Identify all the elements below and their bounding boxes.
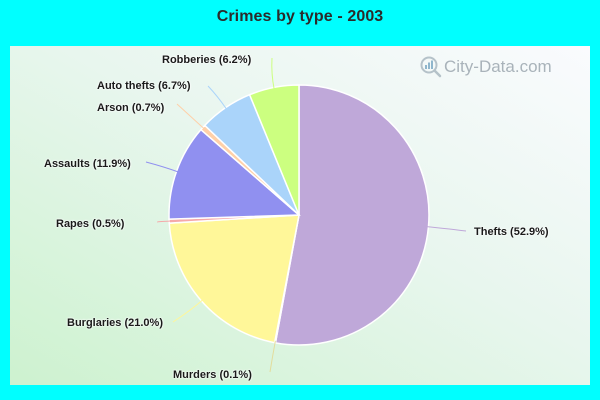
magnifier-chart-icon	[420, 56, 442, 78]
leader-line	[145, 161, 179, 173]
label-thefts: Thefts (52.9%)	[474, 226, 549, 238]
leader-line	[271, 57, 275, 90]
label-murders: Murders (0.1%)	[173, 369, 252, 381]
label-rapes: Rapes (0.5%)	[56, 218, 125, 230]
chart-title: Crimes by type - 2003	[216, 8, 384, 25]
label-robberies: Robberies (6.2%)	[162, 54, 252, 66]
city-data-watermark: City-Data.com	[420, 56, 552, 78]
leader-line	[207, 85, 228, 110]
leader-line	[269, 340, 276, 373]
label-auto-thefts: Auto thefts (6.7%)	[97, 80, 191, 92]
leader-line	[176, 103, 205, 130]
label-arson: Arson (0.7%)	[97, 102, 165, 114]
leader-lines	[145, 57, 467, 373]
label-burglaries: Burglaries (21.0%)	[67, 317, 163, 329]
watermark-text: City-Data.com	[444, 57, 552, 76]
pie-slices	[168, 84, 430, 346]
leader-line	[172, 299, 204, 323]
leader-line	[157, 220, 172, 223]
label-assaults: Assaults (11.9%)	[44, 158, 131, 170]
leader-line	[426, 226, 467, 232]
